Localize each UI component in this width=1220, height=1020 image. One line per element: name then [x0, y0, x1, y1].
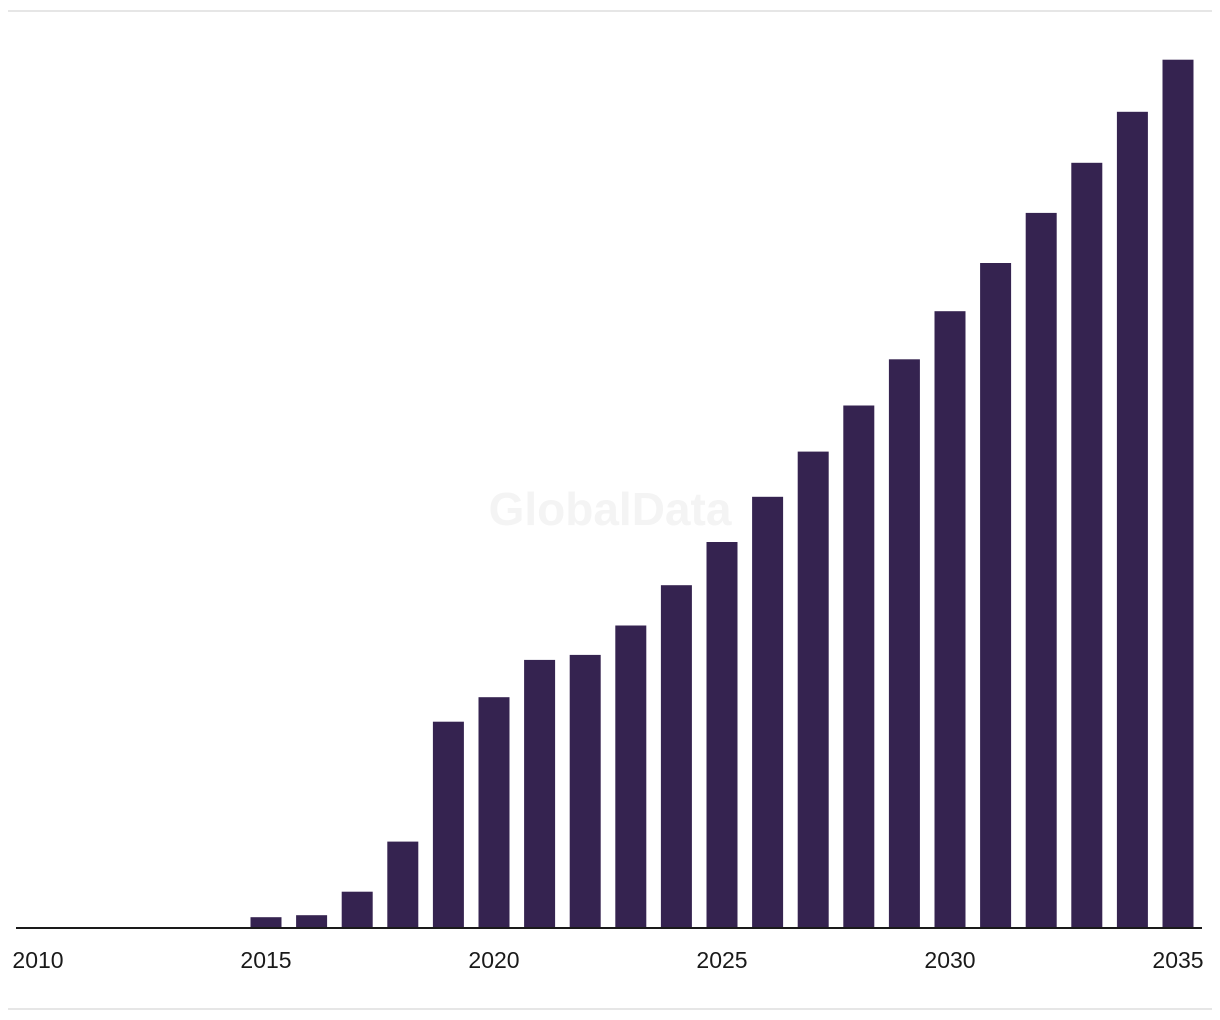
- bar-2022: [569, 654, 601, 928]
- x-tick-label-2030: 2030: [924, 947, 975, 973]
- bar-2024: [660, 585, 692, 928]
- bar-2015: [250, 917, 282, 928]
- bar-2016: [296, 915, 328, 928]
- bar-2021: [524, 659, 556, 928]
- bars-group: [250, 59, 1194, 929]
- x-tick-labels: 2010 2015 2020 2025 2030 2035: [12, 947, 1203, 973]
- bar-2026: [752, 496, 784, 928]
- bar-2019: [432, 721, 464, 928]
- x-tick-label-2010: 2010: [12, 947, 63, 973]
- bar-2028: [843, 405, 875, 928]
- x-tick-label-2020: 2020: [468, 947, 519, 973]
- bar-2033: [1071, 162, 1103, 929]
- bar-2025: [706, 542, 738, 928]
- bar-2032: [1025, 212, 1057, 928]
- x-tick-label-2025: 2025: [696, 947, 747, 973]
- x-tick-label-2035: 2035: [1152, 947, 1203, 973]
- bar-2029: [888, 359, 920, 928]
- bar-2034: [1116, 111, 1148, 929]
- bar-2020: [478, 697, 510, 928]
- bar-2023: [615, 625, 647, 928]
- bar-2017: [341, 891, 373, 928]
- bar-2030: [934, 311, 966, 928]
- x-tick-label-2015: 2015: [240, 947, 291, 973]
- top-rule: [8, 10, 1212, 12]
- bar-2018: [387, 841, 419, 928]
- bottom-rule: [8, 1008, 1212, 1010]
- bar-2027: [797, 451, 829, 928]
- bar-2035: [1162, 59, 1194, 928]
- bar-2031: [980, 263, 1012, 928]
